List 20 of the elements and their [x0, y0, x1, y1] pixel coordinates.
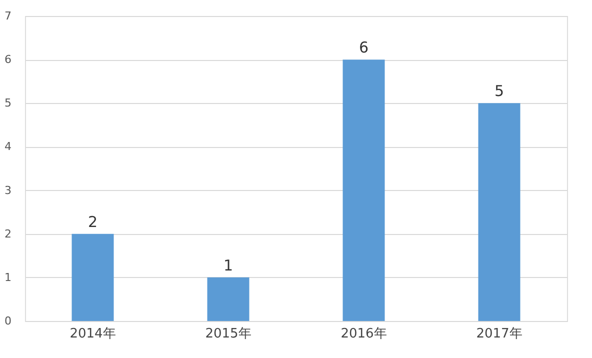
bar [342, 60, 385, 321]
data-label: 5 [494, 82, 504, 100]
y-tick-label: 7 [4, 10, 12, 22]
x-tick-label: 2015年 [205, 326, 252, 342]
y-tick-label: 5 [4, 96, 12, 110]
y-tick-label: 2 [4, 227, 12, 240]
x-tick-label: 2016年 [340, 326, 387, 342]
y-tick-label: 3 [4, 184, 12, 197]
bar [478, 103, 520, 321]
data-label: 6 [358, 38, 369, 57]
y-tick-label: 1 [4, 270, 12, 284]
x-tick-label: 2014年 [70, 326, 116, 342]
data-label: 1 [223, 256, 234, 274]
x-tick-label: 2017年 [476, 326, 522, 342]
bar [72, 234, 114, 321]
bar [207, 277, 250, 321]
data-label: 2 [88, 212, 98, 231]
y-tick-label: 0 [4, 314, 12, 328]
y-tick-label: 4 [4, 140, 12, 154]
y-tick-label: 6 [4, 53, 12, 66]
